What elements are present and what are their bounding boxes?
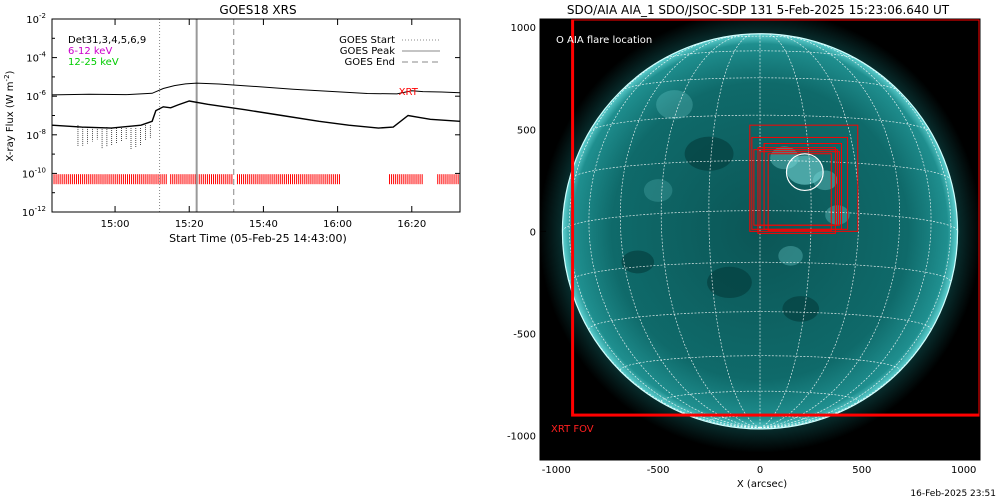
heliographic-grid-line (759, 49, 952, 429)
active-region-patch (778, 246, 803, 266)
heliographic-grid-line (589, 114, 931, 132)
aia-x-tick-label: -1000 (542, 465, 571, 476)
heliographic-grid-line (660, 390, 860, 402)
aia-x-tick-label: 1000 (951, 465, 976, 476)
goes-x-tick-label: 16:20 (397, 219, 426, 230)
heliographic-grid-line (759, 34, 860, 429)
goes-info-line: Det31,3,4,5,6,9 (68, 35, 146, 46)
goes-y-tick-label: 10-6 (26, 89, 46, 103)
active-region-patch (786, 155, 824, 185)
active-region-patch (812, 170, 838, 191)
goes-series-long (51, 82, 461, 96)
goes-legend-label: GOES End (345, 57, 395, 68)
heliographic-grid-line (621, 77, 899, 91)
xrt-pointing-box (767, 153, 832, 231)
goes-title: GOES18 XRS (219, 3, 296, 17)
plot-timestamp: 16-Feb-2025 23:51 (910, 489, 996, 499)
heliographic-grid-line (568, 261, 952, 283)
heliographic-grid-line (588, 311, 932, 330)
active-region-patch (656, 90, 693, 120)
solar-limb (561, 33, 959, 430)
aia-y-tick-label: 0 (530, 227, 536, 238)
aia-x-tick-label: 0 (757, 465, 763, 476)
active-region-patch (643, 179, 673, 202)
heliographic-grid-line (619, 355, 901, 371)
heliographic-grid-line (663, 50, 857, 60)
goes-plot-frame (51, 18, 461, 213)
goes-x-tick-label: 15:00 (101, 219, 130, 230)
goes-series-short (51, 100, 461, 129)
xrt-pointing-box (749, 124, 859, 232)
goes-x-tick-label: 15:40 (249, 219, 278, 230)
heliographic-grid-line (708, 415, 812, 422)
aia-x-axis-label: X (arcsec) (737, 479, 787, 490)
goes-y-tick-label: 10-10 (22, 166, 46, 180)
coronal-hole (707, 266, 752, 299)
aia-flare-legend: O AIA flare location (556, 35, 652, 46)
goes-xrt-annotation: XRT (399, 87, 419, 98)
aia-y-tick-label: -1000 (507, 432, 536, 443)
goes-y-tick-label: 10-4 (26, 51, 46, 65)
xrt-pointing-box (763, 143, 842, 230)
goes-x-axis-label: Start Time (05-Feb-25 14:43:00) (169, 232, 347, 245)
coronal-hole (782, 296, 820, 322)
heliographic-grid-line (759, 33, 812, 429)
heliographic-grid-line (759, 34, 901, 429)
goes-y-axis-label: X-ray Flux (W m-2) (3, 70, 16, 161)
heliographic-grid-line (588, 36, 761, 429)
goes-y-tick-label: 10-2 (26, 12, 46, 26)
aia-x-tick-label: -500 (647, 465, 670, 476)
goes-y-tick-label: 10-8 (26, 128, 46, 142)
heliographic-grid-line (568, 49, 761, 429)
aia-x-tick-label: 500 (852, 465, 871, 476)
coronal-hole (684, 136, 734, 171)
aia-title: SDO/AIA AIA_1 SDO/JSOC-SDP 131 5-Feb-202… (567, 3, 950, 17)
xrt-pointing-box (757, 147, 836, 234)
heliographic-grid-line (619, 34, 761, 429)
aia-y-tick-label: -500 (513, 329, 536, 340)
goes-xrs-plot: GOES18 XRS 10-2 10-4 10-6 10-8 10-10 10-12 15:… (3, 3, 461, 245)
goes-x-tick-label: 15:20 (175, 219, 204, 230)
aia-flare-location-marker (785, 153, 824, 192)
xrt-fov-box (571, 19, 980, 417)
heliographic-grid-line (759, 36, 932, 429)
xrt-pointing-box (759, 151, 840, 226)
goes-info-line: 6-12 keV (68, 46, 112, 57)
goes-y-tick-label: 10-12 (22, 205, 46, 219)
aia-y-tick-label: 1000 (511, 23, 536, 34)
goes-x-tick-label: 16:00 (323, 219, 352, 230)
goes-legend-label: GOES Start (339, 35, 395, 46)
heliographic-grid-line (713, 35, 807, 40)
heliographic-grid-line (660, 34, 761, 429)
goes-legend-label: GOES Peak (340, 46, 395, 57)
xrt-fov-label: XRT FOV (551, 424, 594, 435)
aia-y-tick-label: 500 (517, 125, 536, 136)
heliographic-grid-line (708, 33, 761, 429)
goes-info-line: 12-25 keV (68, 57, 119, 68)
coronal-hole (621, 250, 655, 274)
